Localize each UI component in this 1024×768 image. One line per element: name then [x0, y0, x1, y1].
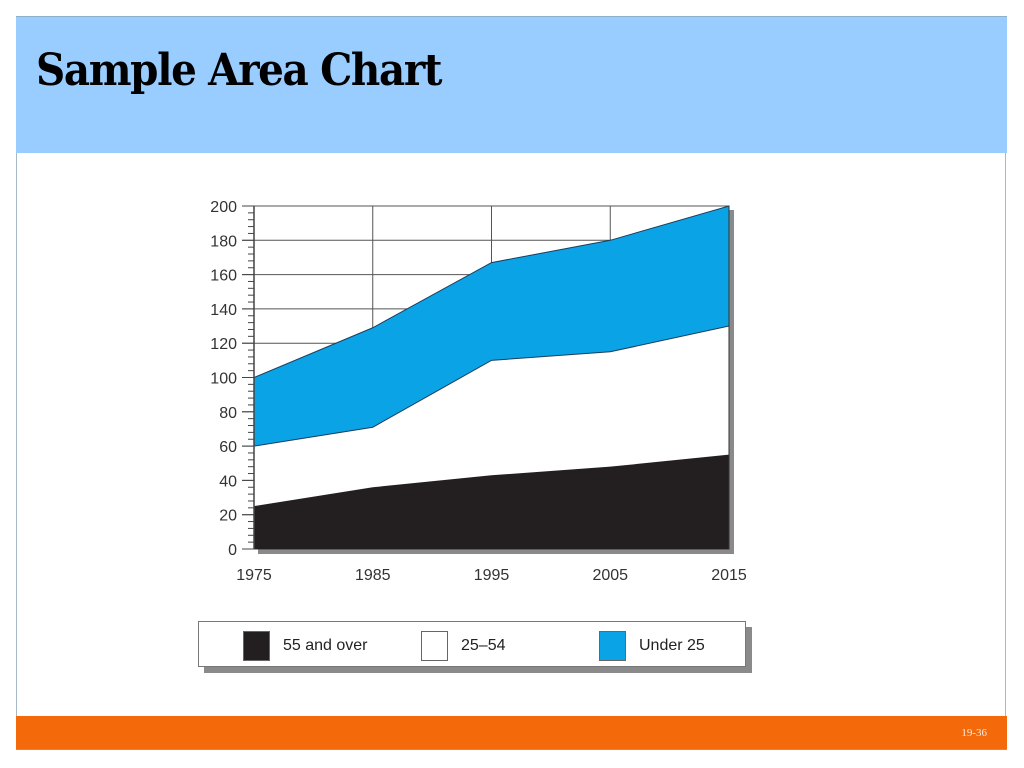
slide-footer: 19-36 — [16, 716, 1007, 750]
x-tick-label: 1995 — [474, 567, 510, 584]
y-tick-label: 80 — [219, 405, 237, 422]
area-55-and-over — [254, 454, 729, 549]
y-tick-label: 180 — [210, 233, 237, 250]
y-tick-label: 0 — [228, 542, 237, 559]
area-chart: 0 20 40 60 80 100 120 140 160 180 200 1975 1985 1995… — [210, 199, 747, 584]
y-axis-labels: 0 20 40 60 80 100 120 140 160 180 200 — [210, 199, 237, 559]
legend-label: 55 and over — [283, 637, 368, 654]
y-axis — [242, 205, 255, 550]
y-tick-label: 60 — [219, 439, 237, 456]
y-tick-label: 140 — [210, 302, 237, 319]
y-tick-label: 20 — [219, 508, 237, 525]
x-tick-label: 2005 — [592, 567, 628, 584]
x-axis-labels: 1975 1985 1995 2005 2015 — [236, 567, 747, 584]
legend-item-under-25: Under 25 — [599, 631, 705, 661]
y-tick-label: 160 — [210, 268, 237, 285]
y-tick-label: 120 — [210, 336, 237, 353]
legend-swatch-blue — [599, 631, 626, 661]
slide-title: Sample Area Chart — [36, 45, 442, 96]
chart-areas — [253, 205, 730, 550]
y-tick-label: 200 — [210, 199, 237, 216]
chart-shadow — [258, 210, 734, 554]
x-tick-label: 1975 — [236, 567, 272, 584]
x-tick-label: 2015 — [711, 567, 747, 584]
legend-swatch-white — [421, 631, 448, 661]
y-tick-label: 100 — [210, 371, 237, 388]
slide-header: Sample Area Chart — [16, 16, 1007, 153]
page-number: 19-36 — [961, 727, 987, 739]
y-tick-label: 40 — [219, 473, 237, 490]
legend-label: 25–54 — [461, 637, 506, 654]
legend-swatch-black — [243, 631, 270, 661]
chart-legend: 55 and over 25–54 Under 25 — [198, 621, 746, 667]
legend-item-25-54: 25–54 — [421, 631, 506, 661]
legend-item-55-and-over: 55 and over — [243, 631, 368, 661]
x-tick-label: 1985 — [355, 567, 391, 584]
legend-label: Under 25 — [639, 637, 705, 654]
